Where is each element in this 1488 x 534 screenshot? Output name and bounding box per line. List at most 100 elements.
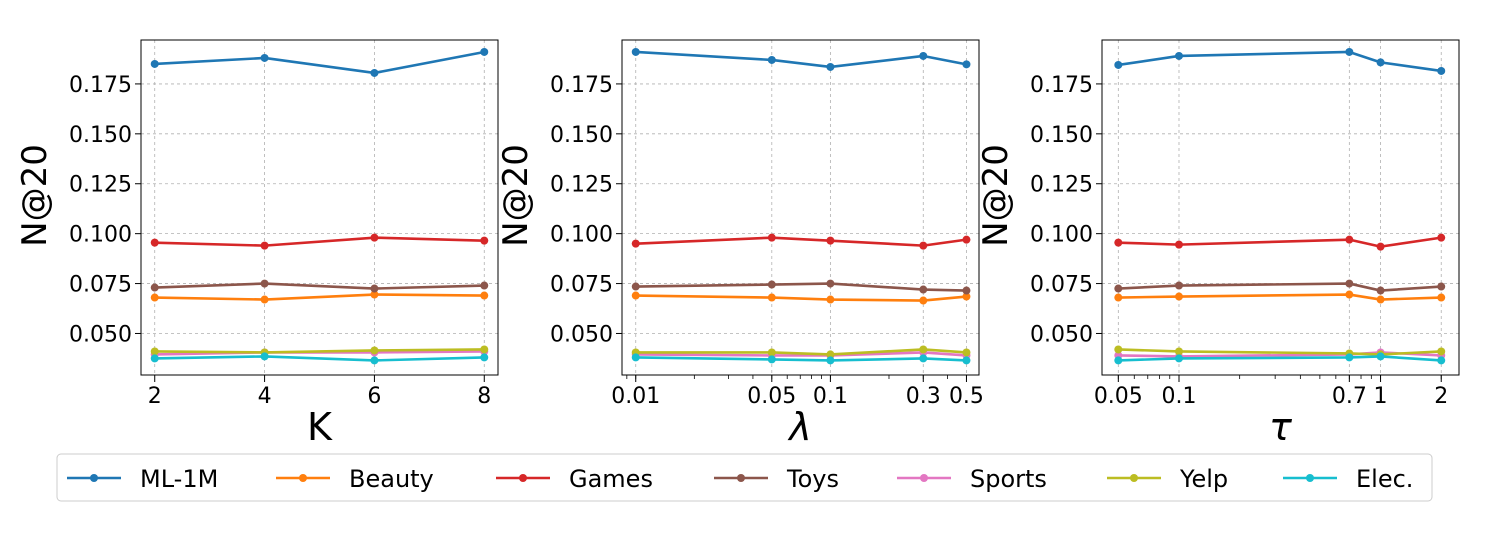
data-point-elec [1174,354,1183,363]
data-point-toys [260,279,269,288]
data-point-games [962,235,971,244]
data-point-elec [1437,356,1446,365]
x-tick-label: 0.05 [1094,384,1143,409]
data-point-elec [480,353,489,362]
series-line-ml-1m [635,50,967,69]
plot-frame [621,39,980,376]
data-point-elec [919,354,928,363]
legend-item-ml-1m: ML-1M [67,465,218,493]
legend-marker [1130,474,1138,482]
legend-marker [519,474,527,482]
data-point-beauty [150,293,159,302]
chart-panel-2: 0.050 0.075 0.100 0.125 0.150 0.175 0.01 0.05 0.… [496,39,984,449]
data-point-beauty [370,290,379,299]
data-point-beauty [631,291,640,300]
y-axis-label: N@20 [15,144,55,247]
data-point-toys [370,284,379,293]
y-tick-label: 0.050 [69,322,132,347]
series-line-toys [154,282,485,290]
series-line-elec [154,355,485,362]
x-tick-label: 0.01 [611,384,660,409]
series-line-toys [635,282,967,292]
data-point-games [767,233,776,242]
data-point-games [919,241,928,250]
data-point-elec [767,355,776,364]
data-point-beauty [962,292,971,301]
data-point-toys [1345,279,1354,288]
data-point-ml-1m [480,47,489,56]
data-point-ml-1m [962,60,971,69]
data-point-games [631,239,640,248]
y-tick-label: 0.050 [1030,322,1093,347]
y-tick-label: 0.150 [550,123,613,148]
plot-frame [1101,39,1460,376]
series-line-beauty [154,293,485,301]
y-axis-label: N@20 [496,144,536,247]
y-tick-label: 0.100 [550,223,613,248]
legend-marker [90,474,98,482]
data-point-yelp [962,348,971,357]
data-point-beauty [826,295,835,304]
data-point-games [370,233,379,242]
x-axis-label: λ [787,405,812,449]
series-line-elec [635,356,967,362]
data-point-ml-1m [150,59,159,68]
y-tick-label: 0.125 [69,173,132,198]
data-point-yelp [150,347,159,356]
data-point-toys [150,283,159,292]
series-line-toys [1118,282,1442,292]
data-point-beauty [1345,290,1354,299]
data-point-toys [919,285,928,294]
data-point-toys [1376,286,1385,295]
data-point-toys [826,279,835,288]
x-axis-label: τ [1269,405,1293,449]
legend-label: Elec. [1356,465,1413,493]
x-tick-label: 0.05 [747,384,796,409]
chart-panel-1: 0.050 0.075 0.100 0.125 0.150 0.175 2 4 6 8 N@20 K [15,39,499,449]
y-tick-label: 0.150 [1030,123,1093,148]
data-point-ml-1m [767,55,776,64]
legend-marker [737,474,745,482]
data-point-yelp [1174,347,1183,356]
data-point-elec [370,356,379,365]
data-point-ml-1m [826,62,835,71]
data-point-games [1376,242,1385,251]
legend-item-yelp: Yelp [1107,465,1228,493]
data-point-elec [1345,353,1354,362]
data-point-beauty [1174,292,1183,301]
x-tick-label: 0.5 [949,384,984,409]
series-line-beauty [1118,293,1442,301]
data-point-elec [826,356,835,365]
y-tick-label: 0.075 [550,273,613,298]
legend-item-games: Games [496,465,653,493]
data-point-ml-1m [1114,60,1123,69]
y-tick-label: 0.100 [69,223,132,248]
data-point-games [150,238,159,247]
legend: ML-1M Beauty Games Toys Sports Yelp Elec. [56,453,1433,502]
series-line-games [154,236,485,247]
plot-frame [140,39,499,376]
data-point-yelp [1437,347,1446,356]
data-point-elec [260,352,269,361]
data-point-ml-1m [919,51,928,60]
y-axis-label: N@20 [976,144,1016,247]
legend-marker [1306,474,1314,482]
y-tick-label: 0.075 [69,273,132,298]
y-tick-label: 0.125 [1030,173,1093,198]
series-line-yelp [154,348,485,354]
x-axis-label: K [307,405,333,449]
data-point-elec [1376,352,1385,361]
data-point-games [826,236,835,245]
data-point-games [1345,235,1354,244]
legend-label: Beauty [349,465,434,493]
legend-item-toys: Toys [714,465,839,493]
legend-label: ML-1M [140,465,218,493]
y-tick-label: 0.175 [550,73,613,98]
data-point-beauty [767,293,776,302]
x-tick-label: 0.7 [1332,384,1367,409]
data-point-yelp [1114,345,1123,354]
legend-label: Games [569,465,653,493]
data-point-ml-1m [260,53,269,62]
data-point-toys [480,281,489,290]
data-point-games [1174,240,1183,249]
